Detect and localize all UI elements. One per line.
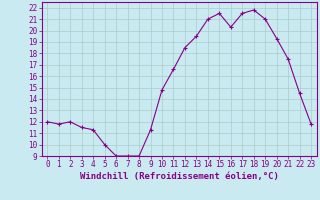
X-axis label: Windchill (Refroidissement éolien,°C): Windchill (Refroidissement éolien,°C) xyxy=(80,172,279,181)
